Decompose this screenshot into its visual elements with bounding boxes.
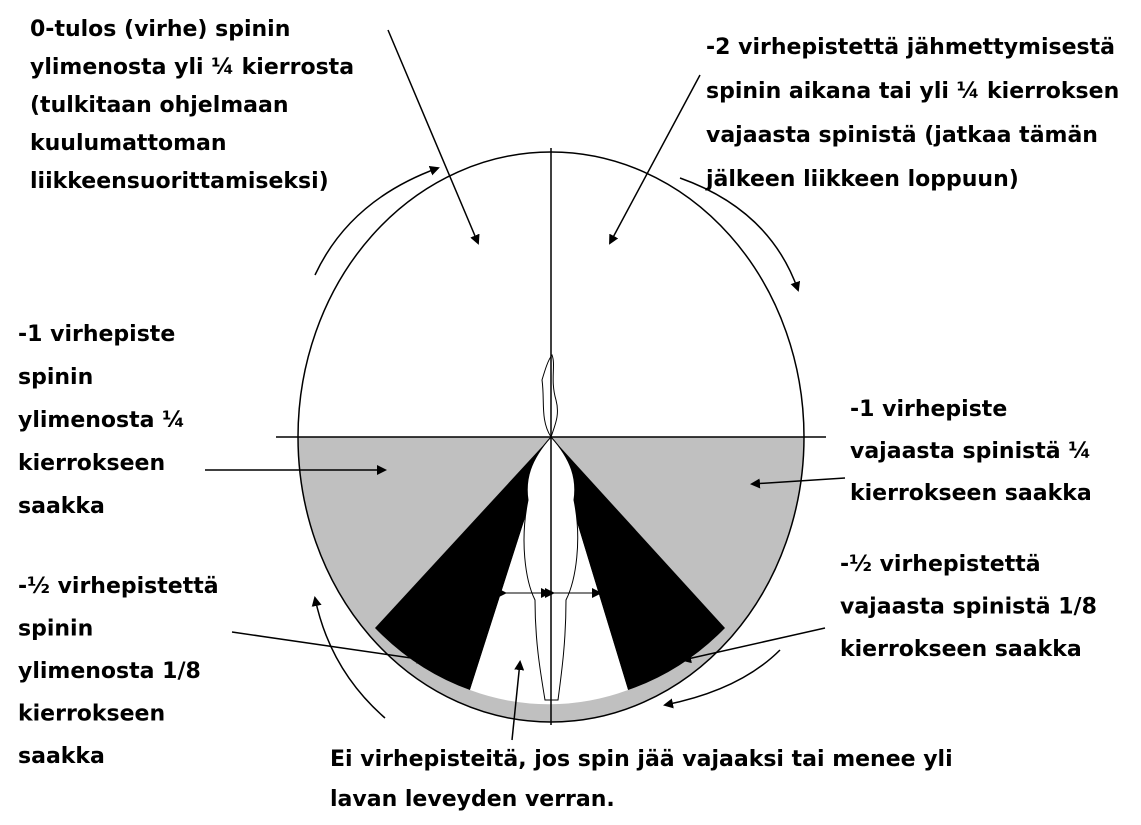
annotation-line: spinin aikana tai yli ¼ kierroksen <box>706 79 1119 104</box>
circle-figure <box>276 148 826 725</box>
annotation-line: 0-tulos (virhe) spinin <box>30 17 290 42</box>
annotation-line: (tulkitaan ohjelmaan <box>30 93 289 118</box>
annotation-line: -1 virhepiste <box>18 322 175 347</box>
annotation-line: -1 virhepiste <box>850 397 1007 422</box>
annotation-line: lavan leveyden verran. <box>330 787 615 812</box>
annotation-line: saakka <box>18 744 105 769</box>
annotation-line: vajaasta spinistä 1/8 <box>840 595 1097 620</box>
diagram: 0-tulos (virhe) spinin ylimenosta yli ¼ k… <box>0 0 1141 821</box>
annotation-line: -2 virhepistettä jähmettymisestä <box>706 35 1115 60</box>
annotation-line: spinin <box>18 365 93 390</box>
annotation-line: Ei virhepisteitä, jos spin jää vajaaksi … <box>330 747 953 772</box>
annotation-line: kierrokseen <box>18 702 165 727</box>
annotation-line: -½ virhepistettä <box>18 574 219 599</box>
annotation-line: liikkeensuorittamiseksi) <box>30 169 329 194</box>
annotation-line: saakka <box>18 494 105 519</box>
annotation-line: vajaasta spinistä (jatkaa tämän <box>706 123 1098 148</box>
annotation-line: spinin <box>18 617 93 642</box>
annotation-line: ylimenosta yli ¼ kierrosta <box>30 55 354 80</box>
annotation-line: kierrokseen <box>18 451 165 476</box>
annotation-line: kierrokseen saakka <box>840 637 1082 662</box>
annotation-line: ylimenosta ¼ <box>18 408 185 433</box>
annotation-line: kierrokseen saakka <box>850 481 1092 506</box>
annotation-line: vajaasta spinistä ¼ <box>850 439 1091 464</box>
annotation-line: ylimenosta 1/8 <box>18 659 201 684</box>
annotation-line: -½ virhepistettä <box>840 552 1041 577</box>
annotation-line: kuulumattoman <box>30 131 227 156</box>
annotation-line: jälkeen liikkeen loppuun) <box>705 167 1019 192</box>
